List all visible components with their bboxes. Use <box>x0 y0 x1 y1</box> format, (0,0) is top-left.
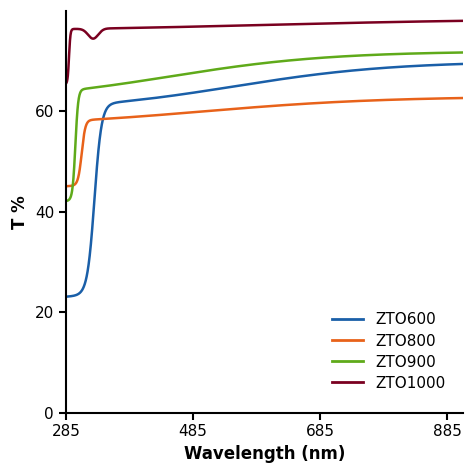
ZTO800 <box>410 96 415 102</box>
ZTO1000 <box>108 26 114 31</box>
ZTO900 <box>410 51 415 56</box>
ZTO600 <box>132 98 137 103</box>
ZTO800 <box>63 183 69 189</box>
Legend: ZTO600, ZTO800, ZTO900, ZTO1000: ZTO600, ZTO800, ZTO900, ZTO1000 <box>326 306 451 397</box>
ZTO1000 <box>452 18 458 24</box>
Line: ZTO900: ZTO900 <box>66 53 463 201</box>
Line: ZTO600: ZTO600 <box>66 64 463 297</box>
ZTO900 <box>132 79 137 85</box>
ZTO800 <box>452 95 458 101</box>
Line: ZTO1000: ZTO1000 <box>66 21 463 83</box>
ZTO1000 <box>410 19 415 25</box>
ZTO800 <box>215 107 221 113</box>
ZTO1000 <box>215 23 221 29</box>
ZTO600 <box>108 101 114 107</box>
ZTO800 <box>232 106 238 111</box>
ZTO1000 <box>63 81 69 86</box>
ZTO800 <box>108 116 114 121</box>
ZTO900 <box>63 198 69 204</box>
ZTO600 <box>232 83 238 89</box>
ZTO900 <box>215 66 221 72</box>
ZTO600 <box>460 61 466 67</box>
ZTO900 <box>460 50 466 55</box>
ZTO800 <box>132 114 137 119</box>
ZTO800 <box>460 95 466 101</box>
ZTO600 <box>215 86 221 92</box>
ZTO600 <box>410 63 415 69</box>
Y-axis label: T %: T % <box>11 195 29 228</box>
ZTO900 <box>452 50 458 55</box>
ZTO600 <box>452 61 458 67</box>
ZTO900 <box>108 82 114 88</box>
ZTO1000 <box>132 25 137 31</box>
ZTO600 <box>63 294 69 300</box>
Line: ZTO800: ZTO800 <box>66 98 463 186</box>
X-axis label: Wavelength (nm): Wavelength (nm) <box>184 445 345 463</box>
ZTO1000 <box>460 18 466 24</box>
ZTO900 <box>232 64 238 70</box>
ZTO1000 <box>232 23 238 28</box>
